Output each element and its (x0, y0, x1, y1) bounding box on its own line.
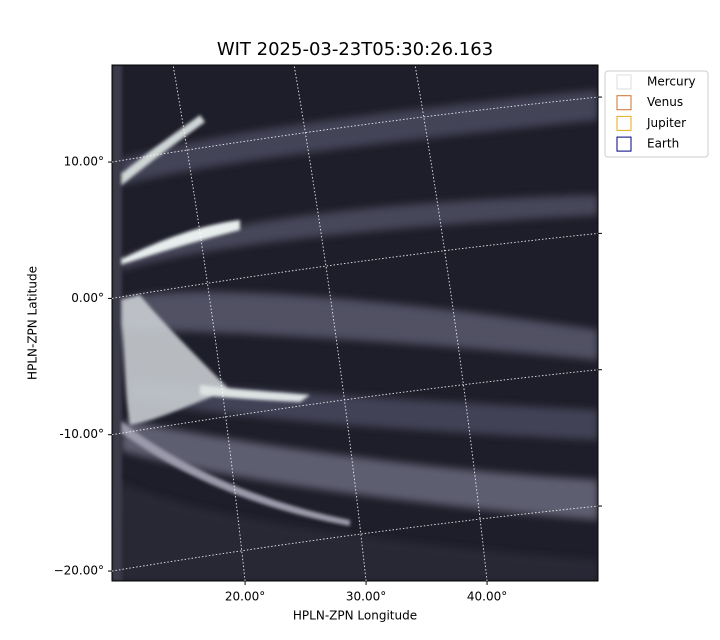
x-tick-label: 30.00° (346, 590, 386, 604)
legend-label: Jupiter (646, 116, 686, 130)
y-tick-label: 10.00° (64, 155, 104, 169)
axes-frame (111, 64, 599, 582)
grid-line (111, 96, 599, 163)
y-tick-label: −20.00° (54, 564, 104, 578)
legend-marker (616, 136, 632, 152)
chart-title: WIT 2025-03-23T05:30:26.163 (217, 39, 493, 60)
x-tick-label: 40.00° (467, 590, 507, 604)
grid-line (293, 64, 367, 582)
grid-line (172, 64, 246, 582)
x-tick-label: 20.00° (225, 590, 265, 604)
image (112, 65, 598, 581)
legend (604, 70, 709, 158)
legend-marker (616, 74, 632, 90)
legend-label: Venus (647, 95, 683, 109)
grid-line (414, 64, 488, 582)
y-tick-label: -10.00° (59, 427, 104, 441)
grid-line (111, 505, 599, 572)
legend-label: Mercury (647, 75, 696, 89)
legend-marker (616, 95, 632, 111)
grid-line (111, 232, 599, 299)
legend-marker (616, 115, 632, 131)
y-tick-label: 0.00° (71, 291, 104, 305)
y-axis-label: HPLN-ZPN Latitude (26, 266, 40, 380)
x-axis-label: HPLN-ZPN Longitude (293, 609, 417, 623)
legend-label: Earth (647, 137, 679, 151)
grid-line (111, 369, 599, 436)
